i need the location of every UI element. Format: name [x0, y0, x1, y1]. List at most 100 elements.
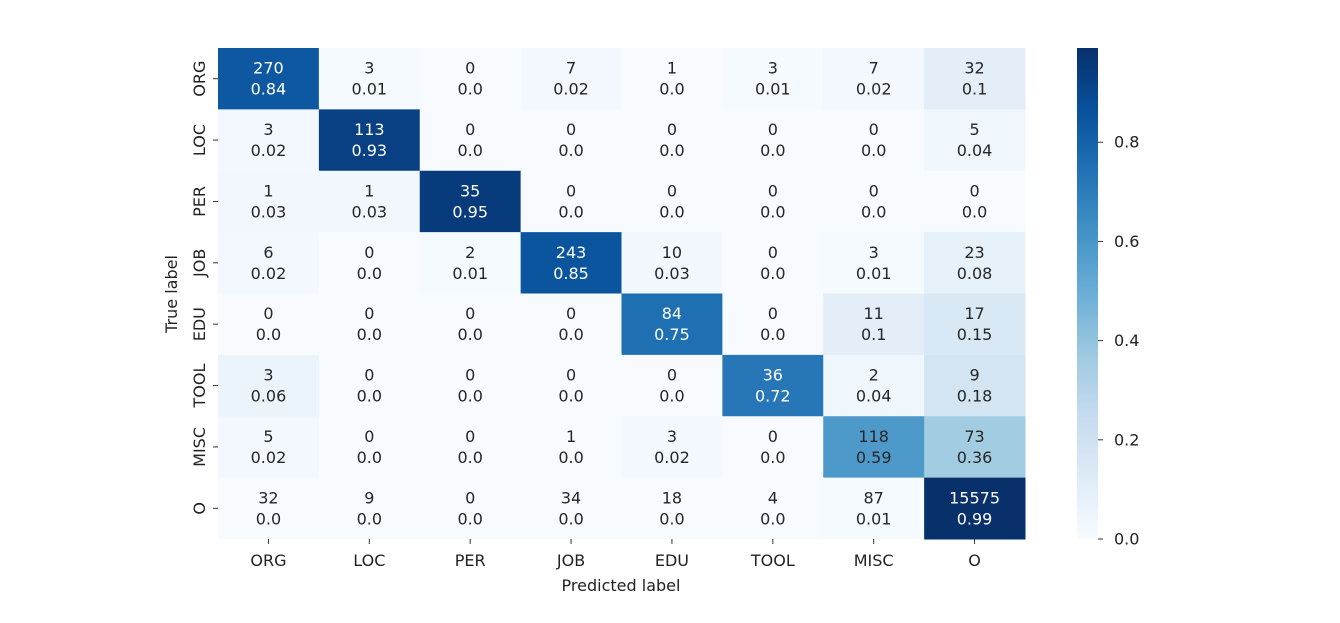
cell-normalized-label: 0.0: [861, 202, 886, 221]
heatmap-cell: [520, 354, 623, 417]
heatmap-cell: [621, 354, 723, 417]
heatmap-cells: [218, 48, 1026, 540]
x-tick-label: LOC: [353, 551, 385, 570]
cell-normalized-label: 0.0: [457, 325, 482, 344]
heatmap-cell: [722, 48, 824, 110]
heatmap-cell: [722, 416, 824, 479]
cell-normalized-label: 0.1: [962, 80, 987, 99]
cell-normalized-label: 0.0: [659, 509, 684, 528]
heatmap-cell: [722, 354, 824, 417]
colorbar-gradient: [1077, 48, 1098, 539]
cell-normalized-label: 0.0: [357, 509, 382, 528]
heatmap-cell: [218, 293, 320, 356]
cell-normalized-label: 0.0: [659, 202, 684, 221]
cell-count-label: 2: [869, 366, 879, 385]
cell-count-label: 0: [263, 304, 273, 323]
cell-normalized-label: 0.0: [256, 325, 281, 344]
heatmap-cell: [318, 477, 421, 540]
cell-count-label: 15575: [949, 488, 1000, 507]
heatmap-cell: [924, 477, 1026, 540]
cell-normalized-label: 0.03: [654, 264, 690, 283]
heatmap-cell: [924, 109, 1026, 172]
cell-count-label: 0: [566, 366, 576, 385]
heatmap-cell: [823, 109, 925, 172]
heatmap-cell: [823, 477, 925, 540]
cell-count-label: 3: [263, 120, 273, 139]
heatmap-cell: [520, 416, 623, 479]
heatmap-cell: [924, 354, 1026, 417]
cell-count-label: 1: [364, 181, 374, 200]
cell-normalized-label: 0.0: [558, 448, 583, 467]
cell-count-label: 87: [864, 488, 884, 507]
heatmap-cell: [520, 109, 623, 172]
cell-normalized-label: 0.0: [760, 325, 785, 344]
heatmap-cell: [823, 48, 925, 110]
cell-normalized-label: 0.0: [558, 509, 583, 528]
cell-count-label: 1: [566, 427, 576, 446]
x-axis-label: Predicted label: [562, 576, 681, 595]
cell-normalized-label: 0.0: [457, 141, 482, 160]
heatmap-cell: [621, 232, 723, 295]
cell-normalized-label: 0.85: [553, 264, 589, 283]
cell-count-label: 7: [869, 59, 879, 78]
cell-normalized-label: 0.04: [856, 387, 892, 406]
cell-count-label: 5: [969, 120, 979, 139]
cell-normalized-label: 0.0: [760, 264, 785, 283]
heatmap-cell: [722, 232, 824, 295]
cell-normalized-label: 0.0: [558, 202, 583, 221]
cell-count-label: 0: [667, 120, 677, 139]
heatmap-cell: [318, 354, 421, 417]
cell-count-label: 34: [561, 488, 581, 507]
cell-count-label: 3: [768, 59, 778, 78]
cell-count-label: 9: [969, 366, 979, 385]
cell-count-label: 6: [263, 243, 273, 262]
cell-normalized-label: 0.1: [861, 325, 886, 344]
x-tick-label: PER: [455, 551, 486, 570]
heatmap-cell: [318, 416, 421, 479]
cell-normalized-label: 0.0: [558, 325, 583, 344]
cell-count-label: 0: [667, 366, 677, 385]
cell-normalized-label: 0.01: [755, 80, 791, 99]
heatmap-cell: [520, 170, 623, 233]
heatmap-cell: [218, 170, 320, 233]
cell-count-label: 0: [566, 304, 576, 323]
colorbar: 0.0 0.2 0.4 0.6 0.8: [1077, 48, 1139, 549]
cell-count-label: 9: [364, 488, 374, 507]
heatmap-cell: [419, 354, 522, 417]
cell-normalized-label: 0.0: [357, 387, 382, 406]
cell-count-label: 0: [768, 427, 778, 446]
cell-normalized-label: 0.02: [251, 448, 287, 467]
cell-count-label: 11: [864, 304, 884, 323]
heatmap-cell: [823, 416, 925, 479]
cell-normalized-label: 0.01: [856, 509, 892, 528]
cell-count-label: 0: [969, 181, 979, 200]
cell-normalized-label: 0.99: [957, 509, 993, 528]
cell-normalized-label: 0.0: [457, 387, 482, 406]
cell-count-label: 4: [768, 488, 778, 507]
x-tick-label: ORG: [250, 551, 286, 570]
x-tick-label: MISC: [854, 551, 894, 570]
heatmap-cell: [924, 293, 1026, 356]
cell-count-label: 0: [768, 304, 778, 323]
heatmap-cell: [621, 170, 723, 233]
heatmap-cell: [520, 232, 623, 295]
cell-normalized-label: 0.18: [957, 387, 993, 406]
cell-normalized-label: 0.0: [457, 509, 482, 528]
heatmap-cell: [621, 293, 723, 356]
cell-normalized-label: 0.36: [957, 448, 993, 467]
cell-count-label: 84: [662, 304, 682, 323]
cell-count-label: 113: [354, 120, 385, 139]
cell-normalized-label: 0.0: [357, 325, 382, 344]
heatmap-cell: [924, 416, 1026, 479]
cell-count-label: 0: [768, 181, 778, 200]
x-tick-label: TOOL: [750, 551, 795, 570]
heatmap-cell: [218, 477, 320, 540]
cell-normalized-label: 0.02: [553, 80, 589, 99]
y-axis: ORG LOC PER JOB EDU TOOL MISC O: [190, 61, 218, 515]
cell-count-label: 0: [869, 120, 879, 139]
heatmap-cell: [218, 48, 320, 110]
heatmap-cell: [419, 477, 522, 540]
y-tick-label: PER: [190, 186, 209, 217]
